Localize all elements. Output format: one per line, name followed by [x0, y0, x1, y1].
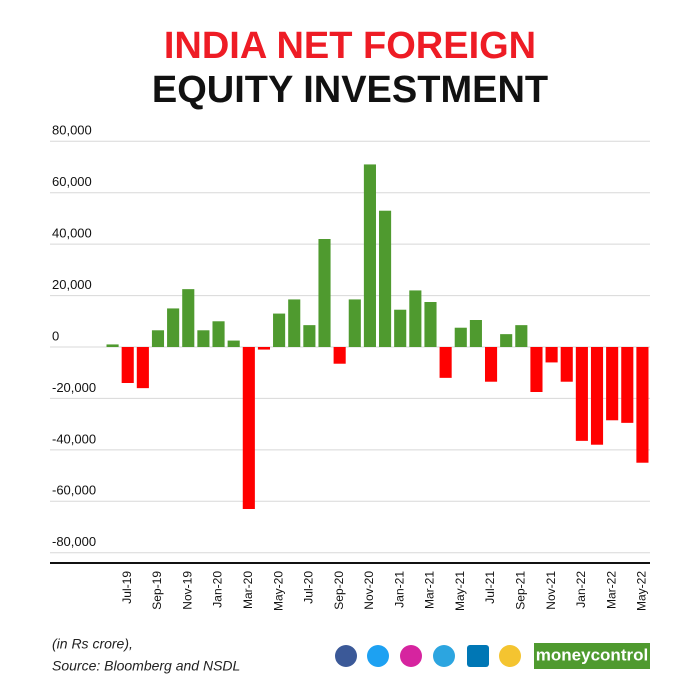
y-tick-label: -20,000 — [52, 380, 96, 395]
bar — [348, 299, 361, 347]
bar — [575, 347, 588, 441]
bar — [363, 164, 376, 347]
x-tick-label: Sep-19 — [150, 571, 164, 610]
y-tick-label: 80,000 — [52, 123, 92, 138]
bar — [136, 347, 149, 389]
bar — [242, 347, 255, 509]
x-tick-label: Jul-19 — [120, 571, 134, 604]
x-tick-label: Jan-21 — [392, 571, 406, 608]
bar — [530, 347, 543, 392]
x-tick-label: Jan-20 — [211, 571, 225, 608]
x-tick-label: Mar-21 — [423, 571, 437, 609]
bar — [394, 309, 407, 347]
y-tick-label: 20,000 — [52, 277, 92, 292]
y-tick-label: 60,000 — [52, 174, 92, 189]
icon — [367, 645, 389, 667]
x-tick-label: Jan-22 — [574, 571, 588, 608]
x-tick-label: Sep-21 — [513, 571, 527, 610]
x-tick-label: May-21 — [453, 571, 467, 611]
bar — [454, 327, 467, 347]
brand: moneycontrol — [536, 645, 648, 664]
x-tick-label: Mar-20 — [241, 571, 255, 609]
bar — [469, 320, 482, 347]
bar — [212, 321, 225, 347]
x-tick-label: Sep-20 — [332, 571, 346, 610]
bar — [257, 347, 271, 350]
x-tick-label: Jul-20 — [302, 571, 316, 604]
bar — [621, 347, 634, 423]
icon — [400, 645, 422, 667]
bar — [379, 210, 392, 347]
bar — [151, 330, 165, 347]
bar — [227, 340, 240, 347]
bar — [500, 334, 513, 347]
bar — [484, 347, 498, 382]
social-icons — [335, 645, 521, 667]
bar — [409, 290, 422, 347]
y-tick-label: -60,000 — [52, 483, 96, 498]
chart-title: INDIA NET FOREIGN — [164, 25, 536, 67]
icon — [467, 645, 489, 667]
x-tick-label: Nov-20 — [362, 571, 376, 610]
x-tick-label: Mar-22 — [604, 571, 618, 609]
note: (in Rs crore), — [52, 636, 133, 652]
bar — [197, 330, 210, 347]
x-tick-label: Jul-21 — [483, 571, 497, 604]
bar — [439, 347, 452, 378]
icon — [335, 645, 357, 667]
bar — [333, 347, 346, 364]
bar — [606, 347, 619, 421]
y-tick-label: 40,000 — [52, 226, 92, 241]
bar — [636, 347, 649, 463]
bar — [167, 308, 180, 347]
x-tick-label: May-20 — [271, 571, 285, 611]
bar — [560, 347, 573, 382]
y-tick-label: -80,000 — [52, 534, 96, 549]
icon — [499, 645, 521, 667]
chart-subtitle: EQUITY INVESTMENT — [152, 69, 548, 111]
source: Source: Bloomberg and NSDL — [52, 658, 240, 674]
x-tick-label: Nov-19 — [180, 571, 194, 610]
bar — [545, 347, 558, 363]
bar — [106, 344, 119, 347]
y-tick-label: 0 — [52, 328, 59, 343]
bar — [303, 325, 316, 347]
bar — [182, 289, 195, 347]
bar — [121, 347, 134, 383]
bar — [515, 325, 528, 347]
brand-logo — [534, 643, 650, 669]
bar — [288, 299, 301, 347]
bar — [318, 239, 331, 347]
y-tick-label: -40,000 — [52, 431, 96, 446]
x-tick-label: May-22 — [635, 571, 649, 611]
icon — [433, 645, 455, 667]
bar — [273, 313, 286, 347]
bar — [590, 347, 604, 445]
bar — [424, 302, 437, 347]
x-tick-label: Nov-21 — [544, 571, 558, 610]
